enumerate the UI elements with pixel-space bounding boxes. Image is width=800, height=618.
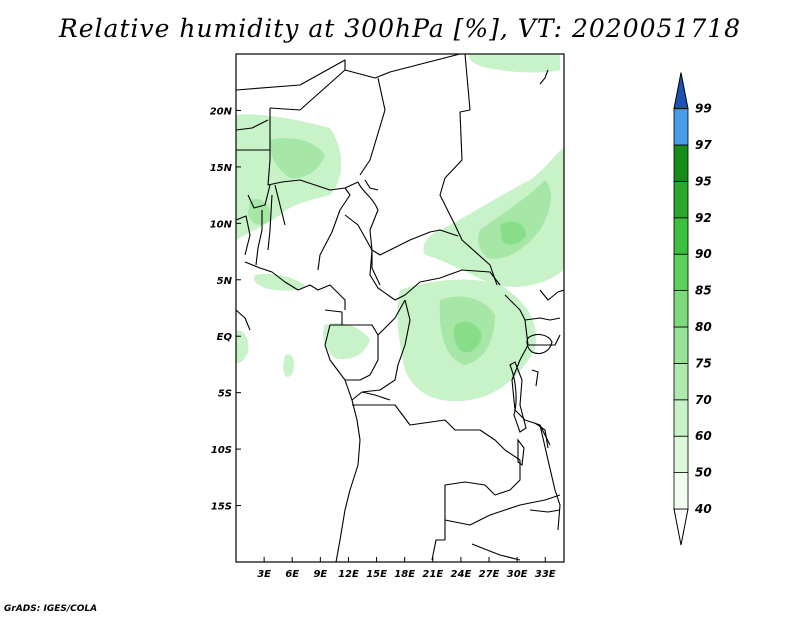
lat-tick-label: EQ [217, 332, 233, 343]
colorbar-segment [673, 108, 689, 146]
colorbar-label: 97 [695, 138, 712, 152]
colorbar-upper-arrow [673, 72, 689, 110]
lon-tick-label: 30E [507, 569, 528, 580]
lon-tick-label: 33E [535, 569, 556, 580]
colorbar: 40 50 60 70 75 80 85 90 92 95 97 99 [673, 72, 712, 546]
lat-tick-label: 15N [210, 163, 233, 174]
map-title: Relative humidity at 300hPa [%], VT: 202… [58, 14, 742, 43]
lon-tick-label: 24E [451, 569, 472, 580]
colorbar-segment [673, 144, 689, 182]
lon-tick-label: 6E [285, 569, 299, 580]
colorbar-segment [673, 362, 689, 401]
lon-tick-label: 15E [366, 569, 387, 580]
colorbar-label: 92 [695, 211, 712, 225]
map-frame [235, 53, 565, 563]
lon-tick-label: 27E [479, 569, 500, 580]
colorbar-segment [673, 180, 689, 219]
colorbar-segment [673, 290, 689, 328]
lon-tick-label: 12E [338, 569, 359, 580]
colorbar-lower-arrow [673, 508, 689, 546]
colorbar-label: 75 [695, 356, 712, 370]
colorbar-label: 80 [695, 320, 712, 334]
colorbar-segment [673, 326, 689, 364]
lat-tick-label: 10S [211, 445, 232, 456]
lon-tick-label: 18E [394, 569, 415, 580]
lat-tick-label: 15S [211, 502, 232, 513]
lat-tick-label: 10N [210, 219, 233, 230]
colorbar-segment [673, 435, 689, 474]
colorbar-label: 99 [695, 102, 712, 116]
colorbar-label: 60 [695, 429, 712, 443]
colorbar-segment [673, 217, 689, 255]
colorbar-label: 40 [694, 502, 712, 516]
colorbar-label: 85 [695, 284, 712, 298]
lon-tick-label: 9E [313, 569, 327, 580]
lon-tick-label: 3E [257, 569, 271, 580]
colorbar-segment [673, 472, 689, 510]
lon-tick-label: 21E [422, 569, 443, 580]
colorbar-label: 90 [695, 247, 712, 261]
longitude-axis: 3E 6E 9E 12E 15E 18E 21E 24E 27E 30E 33E [257, 557, 556, 580]
colorbar-label: 95 [695, 174, 712, 188]
latitude-axis: 20N 15N 10N 5N EQ 5S 10S 15S [210, 106, 241, 513]
lat-tick-label: 20N [210, 106, 233, 117]
grads-credit: GrADS: IGES/COLA [4, 604, 98, 614]
colorbar-label: 70 [695, 393, 712, 407]
lat-tick-label: 5S [218, 389, 232, 400]
humidity-shading [236, 55, 564, 402]
lakes [364, 69, 553, 467]
lat-tick-label: 5N [217, 276, 233, 287]
country-borders [236, 54, 564, 562]
colorbar-label: 50 [695, 466, 712, 480]
colorbar-segment [673, 399, 689, 437]
colorbar-segment [673, 253, 689, 291]
